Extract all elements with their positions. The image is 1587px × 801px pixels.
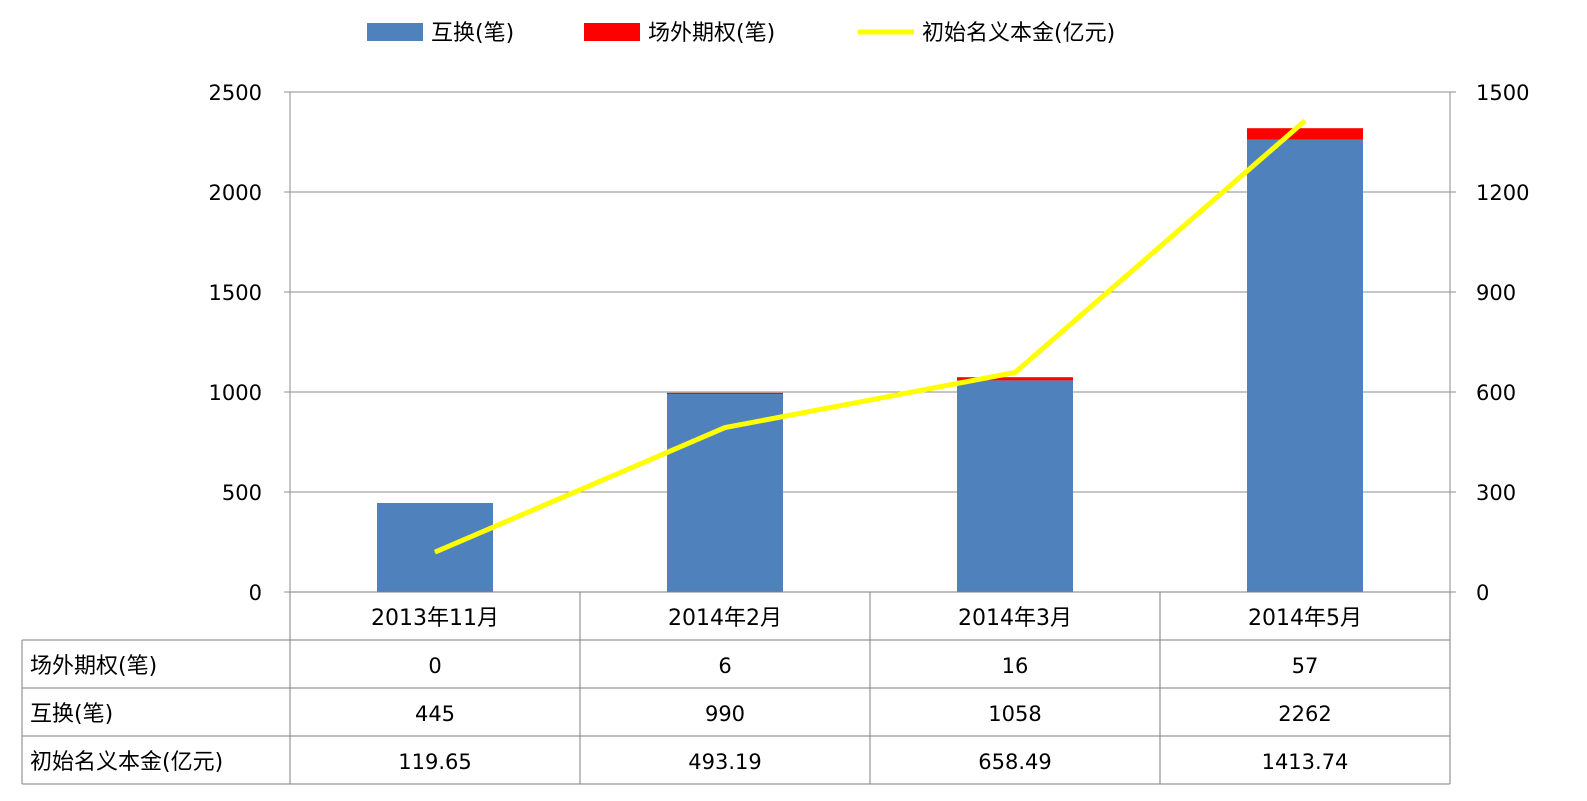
table-cell-value: 658.49: [978, 750, 1051, 774]
line-point: [434, 551, 436, 553]
table-row-label: 场外期权(笔): [30, 654, 157, 679]
x-category-label: 2014年3月: [958, 606, 1072, 631]
x-category-label: 2014年5月: [1248, 606, 1362, 631]
bar-swap: [1247, 139, 1363, 592]
y-right-tick-label: 900: [1476, 281, 1516, 305]
table-row-label: 互换(笔): [30, 702, 113, 727]
table-cell-value: 16: [1002, 654, 1029, 678]
bar-swap: [957, 380, 1073, 592]
table-row-label: 初始名义本金(亿元): [30, 750, 223, 775]
table-cell-value: 119.65: [398, 750, 471, 774]
table-cell-value: 0: [428, 654, 441, 678]
table-cell-value: 445: [415, 702, 455, 726]
bar-otc-option: [667, 392, 783, 394]
y-left-tick-label: 500: [222, 481, 262, 505]
legend-swatch: [367, 23, 423, 41]
table-cell-value: 1413.74: [1262, 750, 1349, 774]
y-left-tick-label: 0: [249, 581, 262, 605]
legend-label: 互换(笔): [431, 21, 514, 46]
table-cell-value: 2262: [1278, 702, 1331, 726]
line-point: [1014, 372, 1016, 374]
table-cell-value: 6: [718, 654, 731, 678]
table-cell-value: 493.19: [688, 750, 761, 774]
y-left-tick-label: 2500: [209, 81, 262, 105]
bar-swap: [377, 503, 493, 592]
y-right-tick-label: 600: [1476, 381, 1516, 405]
table-cell-value: 990: [705, 702, 745, 726]
y-right-tick-label: 0: [1476, 581, 1489, 605]
y-left-tick-label: 1000: [209, 381, 262, 405]
x-category-label: 2014年2月: [668, 606, 782, 631]
legend-label: 初始名义本金(亿元): [922, 21, 1115, 46]
y-left-tick-label: 2000: [209, 181, 262, 205]
line-point: [1304, 120, 1306, 122]
y-left-tick-label: 1500: [209, 281, 262, 305]
y-right-tick-label: 300: [1476, 481, 1516, 505]
bar-otc-option: [1247, 128, 1363, 140]
x-category-label: 2013年11月: [371, 606, 499, 631]
y-right-tick-label: 1500: [1476, 81, 1529, 105]
table-cell-value: 57: [1292, 654, 1319, 678]
line-notional-principal: [434, 118, 1307, 555]
y-right-tick-label: 1200: [1476, 181, 1529, 205]
bar-otc-option: [957, 377, 1073, 381]
table-cell-value: 1058: [988, 702, 1041, 726]
legend-swatch: [584, 23, 640, 41]
bar-swap: [667, 394, 783, 592]
line-point: [724, 427, 726, 429]
legend-label: 场外期权(笔): [648, 21, 775, 46]
